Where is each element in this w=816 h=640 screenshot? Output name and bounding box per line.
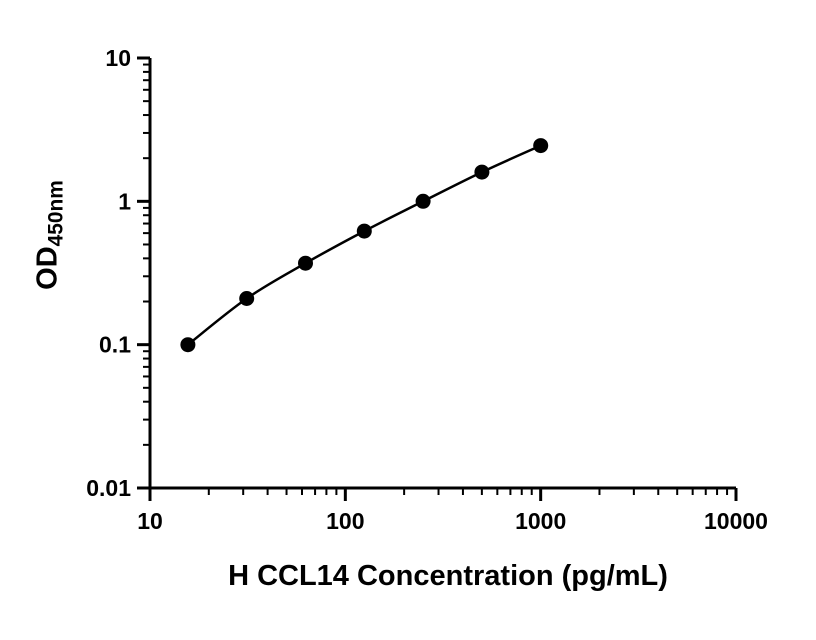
data-point bbox=[356, 223, 372, 239]
data-point bbox=[298, 255, 313, 271]
y-axis-title-subscript: 450nm bbox=[44, 180, 68, 247]
x-tick-label: 10000 bbox=[704, 508, 768, 534]
y-tick-label: 10 bbox=[105, 45, 131, 71]
data-point bbox=[415, 193, 431, 209]
x-tick-label: 100 bbox=[326, 508, 364, 534]
data-point bbox=[180, 337, 196, 353]
y-axis-title: OD450nm bbox=[32, 180, 69, 290]
x-tick-label: 10 bbox=[137, 508, 163, 534]
x-axis-title: H CCL14 Concentration (pg/mL) bbox=[228, 560, 668, 592]
y-tick-label: 0.01 bbox=[86, 475, 131, 501]
x-tick-label: 1000 bbox=[515, 508, 566, 534]
y-axis-title-main: OD bbox=[31, 246, 64, 290]
y-tick-label: 0.1 bbox=[99, 332, 131, 358]
y-tick-label: 1 bbox=[118, 188, 131, 214]
data-point bbox=[533, 138, 549, 154]
data-point bbox=[474, 164, 490, 180]
data-point bbox=[239, 291, 255, 306]
